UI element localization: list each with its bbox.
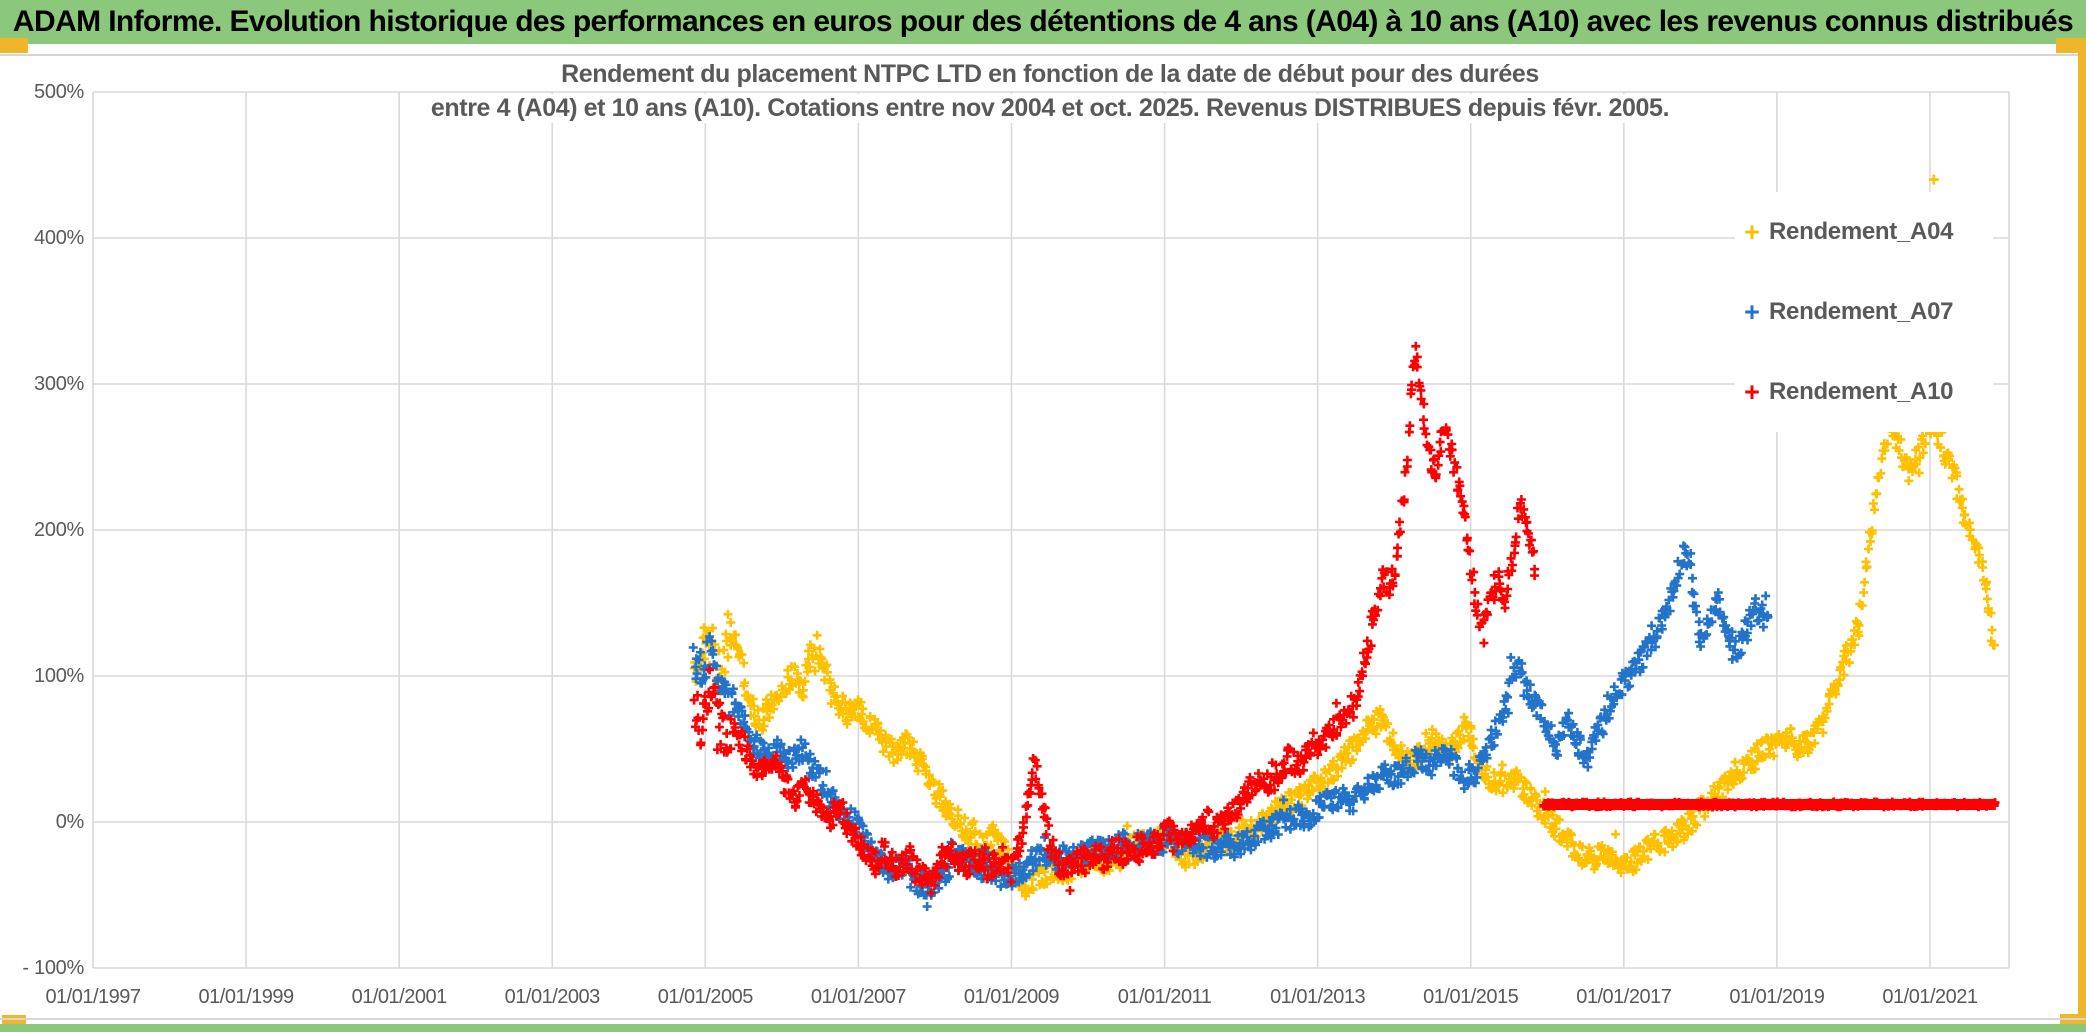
accent-top-left bbox=[0, 38, 28, 53]
legend-item-Rendement_A04[interactable]: + Rendement_A04 bbox=[1735, 192, 1993, 272]
x-tick-label: 01/01/2011 bbox=[1117, 986, 1212, 1008]
accent-right-edge bbox=[2078, 40, 2086, 1032]
x-tick-label: 01/01/2013 bbox=[1270, 986, 1366, 1008]
x-tick-label: 01/01/1997 bbox=[45, 986, 141, 1008]
y-tick-label: 100% bbox=[34, 665, 84, 687]
legend-item-Rendement_A10[interactable]: + Rendement_A10 bbox=[1735, 352, 1993, 432]
footer-green-bar bbox=[0, 1024, 2086, 1032]
legend-label: Rendement_A04 bbox=[1769, 218, 1954, 245]
x-tick-label: 01/01/2003 bbox=[504, 986, 601, 1008]
accent-bottom-right bbox=[2060, 1014, 2086, 1026]
x-tick-label: 01/01/2019 bbox=[1729, 986, 1825, 1008]
x-tick-label: 01/01/2021 bbox=[1882, 986, 1978, 1008]
y-tick-label: 500% bbox=[34, 81, 84, 103]
accent-bottom-left bbox=[2, 1015, 26, 1026]
y-tick-label: - 100% bbox=[22, 957, 84, 979]
legend-marker-icon: + bbox=[1744, 377, 1760, 407]
x-tick-label: 01/01/2007 bbox=[810, 986, 907, 1008]
legend-marker-icon: + bbox=[1744, 297, 1760, 327]
x-tick-label: 01/01/2015 bbox=[1423, 986, 1519, 1008]
header-banner: ADAM Informe. Evolution historique des p… bbox=[0, 0, 2086, 44]
y-tick-label: 300% bbox=[34, 373, 84, 395]
legend-label: Rendement_A10 bbox=[1769, 378, 1954, 405]
chart-title-line1: Rendement du placement NTPC LTD en fonct… bbox=[400, 60, 1700, 89]
x-tick-label: 01/01/1999 bbox=[198, 986, 295, 1008]
x-tick-label: 01/01/2001 bbox=[351, 986, 448, 1008]
header-divider bbox=[0, 54, 2086, 56]
x-tick-label: 01/01/2009 bbox=[963, 986, 1060, 1008]
x-tick-label: 01/01/2005 bbox=[657, 986, 754, 1008]
x-tick-label: 01/01/2017 bbox=[1576, 986, 1672, 1008]
legend-marker-icon: + bbox=[1744, 217, 1760, 247]
footer-divider bbox=[0, 1018, 2086, 1020]
series-points-Rendement_A10 bbox=[689, 341, 1540, 898]
y-tick-label: 0% bbox=[55, 811, 85, 833]
legend-item-Rendement_A07[interactable]: + Rendement_A07 bbox=[1735, 272, 1993, 352]
legend: + Rendement_A04 + Rendement_A07 + Rendement_A… bbox=[1735, 192, 1993, 432]
y-tick-label: 200% bbox=[34, 519, 84, 541]
y-tick-label: 400% bbox=[34, 227, 84, 249]
legend-label: Rendement_A07 bbox=[1769, 298, 1954, 325]
chart-title-line2: entre 4 (A04) et 10 ans (A10). Cotations… bbox=[400, 94, 1700, 123]
flat-segment-markers-Rendement_A10 bbox=[1539, 797, 2000, 812]
